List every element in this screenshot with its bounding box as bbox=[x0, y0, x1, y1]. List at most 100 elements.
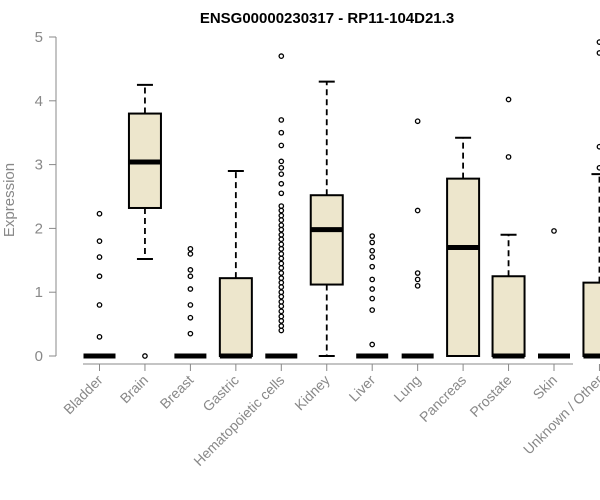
outlier-point bbox=[596, 39, 600, 45]
outlier-point bbox=[278, 284, 285, 290]
outlier-point bbox=[414, 276, 421, 283]
outlier-point bbox=[369, 263, 376, 270]
box-liver bbox=[356, 233, 389, 359]
x-tick-label: Hematopoietic cells bbox=[190, 372, 287, 469]
x-tick-label: Bladder bbox=[60, 372, 106, 418]
x-tick-label: Pancreas bbox=[416, 372, 469, 425]
y-tick-label: 2 bbox=[35, 220, 43, 237]
y-tick-label: 0 bbox=[35, 348, 43, 365]
outlier-point bbox=[369, 286, 376, 292]
outlier-point bbox=[278, 260, 285, 267]
box-lung bbox=[401, 118, 434, 359]
outlier-point bbox=[278, 207, 285, 214]
outlier-point bbox=[96, 210, 103, 217]
outlier-point bbox=[187, 267, 194, 273]
y-axis-ticks: 0 1 2 3 4 5 bbox=[35, 29, 56, 365]
outlier-point bbox=[96, 238, 103, 245]
outlier-point bbox=[414, 282, 421, 289]
box-skin bbox=[538, 228, 570, 359]
outlier-point bbox=[96, 334, 103, 340]
outlier-point bbox=[505, 154, 512, 160]
outlier-point bbox=[369, 295, 376, 302]
outlier-point bbox=[278, 117, 285, 123]
boxplot-series bbox=[83, 39, 600, 359]
y-tick-label: 4 bbox=[35, 93, 43, 110]
x-tick-label: Skin bbox=[530, 372, 561, 403]
x-tick-label: Kidney bbox=[291, 372, 333, 414]
outlier-point bbox=[278, 275, 285, 282]
outlier-point bbox=[278, 270, 285, 276]
outlier-point bbox=[278, 180, 285, 187]
box-prostate bbox=[491, 96, 526, 359]
outlier-point bbox=[369, 254, 376, 260]
box-iqr bbox=[491, 275, 526, 357]
outlier-point bbox=[278, 308, 285, 315]
outlier-point bbox=[278, 241, 285, 248]
y-tick-label: 1 bbox=[35, 284, 43, 301]
outlier-point bbox=[278, 293, 285, 300]
y-axis-label: Expression bbox=[1, 163, 18, 237]
outlier-point bbox=[187, 314, 194, 321]
x-tick-label: Gastric bbox=[199, 372, 242, 415]
x-tick-label: Brain bbox=[117, 372, 151, 406]
x-tick-label: Lung bbox=[390, 372, 423, 405]
y-tick-label: 3 bbox=[35, 157, 43, 174]
box-pancreas bbox=[446, 136, 481, 357]
outlier-point bbox=[278, 265, 285, 271]
outlier-point bbox=[278, 142, 285, 149]
outlier-point bbox=[369, 247, 376, 254]
outlier-point bbox=[551, 228, 557, 234]
outlier-point bbox=[278, 279, 285, 286]
x-tick-label: Prostate bbox=[466, 372, 514, 420]
y-tick-label: 5 bbox=[35, 29, 43, 46]
outlier-point bbox=[278, 318, 285, 324]
outlier-point bbox=[414, 118, 421, 125]
chart-title: ENSG00000230317 - RP11-104D21.3 bbox=[200, 10, 454, 27]
outlier-point bbox=[278, 298, 285, 305]
outlier-point bbox=[187, 273, 194, 280]
outlier-point bbox=[278, 53, 285, 59]
outlier-point bbox=[369, 239, 376, 246]
outlier-point bbox=[278, 303, 285, 310]
box-iqr bbox=[582, 281, 600, 358]
box-unknown-other bbox=[582, 39, 600, 359]
x-tick-label: Breast bbox=[157, 372, 197, 412]
outlier-point bbox=[187, 302, 194, 308]
outlier-point bbox=[278, 190, 285, 197]
outlier-point bbox=[596, 143, 600, 150]
outlier-point bbox=[96, 273, 103, 280]
box-bladder bbox=[83, 210, 116, 359]
outlier-point bbox=[278, 323, 285, 329]
outlier-point bbox=[187, 330, 194, 337]
box-gastric bbox=[218, 169, 253, 359]
outlier-point bbox=[278, 236, 285, 243]
outlier-point bbox=[278, 212, 285, 219]
outlier-point bbox=[278, 251, 285, 257]
outlier-point bbox=[96, 302, 103, 308]
outlier-point bbox=[142, 353, 148, 359]
box-hematopoietic-cells bbox=[265, 53, 298, 359]
box-iqr bbox=[309, 194, 344, 286]
box-iqr bbox=[446, 177, 481, 357]
outlier-point bbox=[596, 50, 600, 56]
outlier-point bbox=[187, 251, 194, 257]
outlier-point bbox=[278, 171, 285, 178]
box-iqr bbox=[218, 277, 253, 357]
x-tick-label: Unknown / Other bbox=[520, 372, 600, 458]
outlier-point bbox=[278, 327, 285, 334]
box-brain bbox=[127, 83, 162, 359]
outlier-point bbox=[278, 245, 285, 252]
outlier-point bbox=[278, 226, 285, 233]
box-breast bbox=[174, 245, 207, 359]
outlier-point bbox=[369, 341, 376, 348]
outlier-point bbox=[278, 289, 285, 296]
outlier-point bbox=[596, 164, 600, 171]
outlier-point bbox=[414, 207, 421, 214]
outlier-point bbox=[278, 129, 285, 136]
outlier-point bbox=[369, 307, 376, 313]
outlier-point bbox=[187, 245, 194, 252]
outlier-point bbox=[414, 270, 421, 276]
x-tick-label: Liver bbox=[346, 372, 379, 405]
outlier-point bbox=[505, 96, 512, 103]
